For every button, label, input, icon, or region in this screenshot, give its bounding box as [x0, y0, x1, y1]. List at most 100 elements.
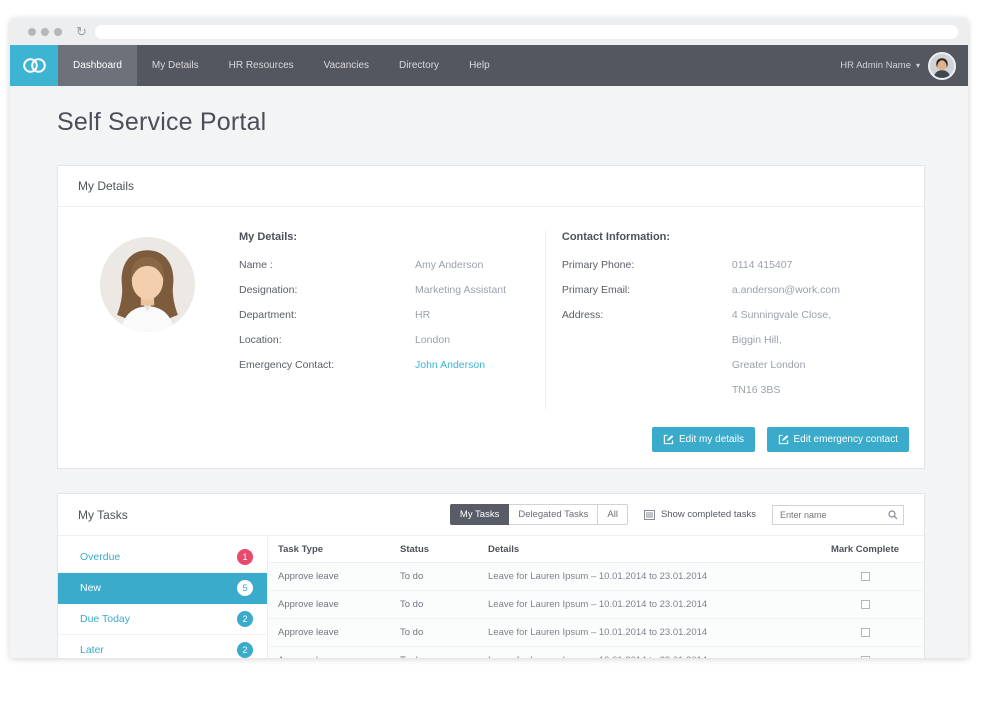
- nav-item-help[interactable]: Help: [469, 60, 490, 71]
- page-title: Self Service Portal: [57, 108, 267, 136]
- my-tasks-card-title: My Tasks: [78, 507, 128, 522]
- mark-complete-checkbox[interactable]: [860, 600, 870, 609]
- cell-task-type: Approve leave: [278, 571, 339, 582]
- my-details-card-header: My Details: [58, 166, 924, 207]
- sidebar-item-overdue[interactable]: Overdue 1: [58, 542, 267, 573]
- sidebar-item-new[interactable]: New 5: [58, 573, 267, 604]
- field-row-address: Address: 4 Sunningvale Close,: [562, 309, 904, 321]
- my-details-card-title: My Details: [78, 179, 135, 193]
- url-bar[interactable]: [94, 24, 958, 39]
- top-navigation: Dashboard My Details HR Resources Vacanc…: [10, 45, 968, 86]
- field-label: Emergency Contact:: [239, 359, 335, 371]
- address-line: TN16 3BS: [562, 384, 904, 396]
- field-row-department: Department: HR: [239, 309, 545, 321]
- user-avatar[interactable]: [928, 51, 956, 80]
- search-input[interactable]: [772, 504, 904, 525]
- count-badge: 2: [237, 611, 253, 627]
- edit-my-details-label: Edit my details: [679, 434, 745, 445]
- nav-item-my-details[interactable]: My Details: [151, 60, 199, 71]
- field-label: Primary Phone:: [561, 259, 635, 271]
- field-row-designation: Designation: Marketing Assistant: [239, 284, 545, 296]
- reload-icon[interactable]: ↻: [76, 24, 87, 39]
- details-actions: Edit my details Edit emergency contact: [58, 419, 924, 468]
- sidebar-item-later[interactable]: Later 2: [58, 635, 267, 658]
- details-columns: My Details: Name : Amy Anderson Designat…: [239, 231, 904, 409]
- cell-task-type: Approve leave: [268, 655, 400, 658]
- nav-item-directory[interactable]: Directory: [399, 60, 440, 71]
- count-badge: 2: [237, 642, 253, 658]
- emergency-contact-link[interactable]: John Anderson: [415, 359, 486, 371]
- cell-details: Leave for Lauren Ipsum – 10.01.2014 to 2…: [488, 627, 708, 638]
- sidebar-item-label: Due Today: [80, 613, 131, 625]
- show-completed-toggle[interactable]: Show completed tasks: [643, 509, 756, 520]
- field-value: Amy Anderson: [415, 259, 484, 271]
- user-name: HR Admin Name: [840, 60, 911, 71]
- browser-chrome: ↻: [10, 18, 968, 45]
- sidebar-item-label: New: [80, 582, 102, 594]
- column-header-task-type: Task Type: [278, 543, 324, 555]
- show-completed-label: Show completed tasks: [660, 509, 756, 520]
- field-value: 4 Sunningvale Close,: [731, 309, 832, 321]
- cell-status: To do: [400, 627, 424, 638]
- field-row-primary-email: Primary Email: a.anderson@work.com: [562, 284, 904, 296]
- nav-item-dashboard[interactable]: Dashboard: [58, 45, 137, 86]
- count-badge: 1: [237, 549, 253, 565]
- male-avatar-image: [930, 53, 954, 78]
- sidebar-item-label: Overdue: [80, 551, 121, 563]
- window-control-dot[interactable]: [54, 27, 62, 36]
- field-row-location: Location: London: [239, 334, 545, 346]
- my-details-card: My Details: [57, 165, 925, 469]
- column-header-status: Status: [400, 543, 430, 555]
- cell-status: To do: [400, 571, 424, 582]
- column-header-mark-complete: Mark Complete: [830, 543, 900, 555]
- user-menu[interactable]: HR Admin Name ▾: [840, 45, 968, 86]
- sidebar-item-due-today[interactable]: Due Today 2: [58, 604, 267, 635]
- my-tasks-card-header: My Tasks My Tasks Delegated Tasks All: [58, 494, 924, 536]
- profile-details-column: My Details: Name : Amy Anderson Designat…: [239, 231, 545, 409]
- cell-task-type: Approve leave: [278, 627, 339, 638]
- table-row: Approve leave To do Leave for Lauren Ips…: [268, 619, 924, 647]
- address-line: Biggin Hill,: [562, 334, 904, 346]
- field-value: Greater London: [731, 359, 806, 371]
- female-profile-image: [100, 237, 195, 332]
- page-content: Self Service Portal My Details: [10, 86, 968, 658]
- edit-icon: [778, 434, 788, 445]
- address-line: Greater London: [562, 359, 904, 371]
- edit-icon: [663, 434, 674, 445]
- tasks-table: Task Type Status Details Mark Complete A…: [268, 536, 924, 658]
- table-row: Approve leave To do Leave for Lauren Ips…: [268, 563, 924, 591]
- field-value: TN16 3BS: [731, 384, 781, 396]
- tab-all[interactable]: All: [598, 504, 628, 525]
- field-value: a.anderson@work.com: [731, 284, 841, 296]
- field-label: Department:: [239, 309, 297, 321]
- field-row-name: Name : Amy Anderson: [239, 259, 545, 271]
- tab-my-tasks[interactable]: My Tasks: [449, 504, 510, 525]
- tab-delegated-tasks[interactable]: Delegated Tasks: [509, 504, 599, 525]
- app-logo[interactable]: [10, 45, 58, 86]
- nav-item-vacancies[interactable]: Vacancies: [323, 60, 370, 71]
- tasks-controls: My Tasks Delegated Tasks All Show comple…: [449, 504, 904, 525]
- mark-complete-checkbox[interactable]: [860, 628, 870, 637]
- window-control-dot[interactable]: [28, 27, 36, 36]
- profile-details-heading: My Details:: [239, 231, 298, 243]
- nav-item-hr-resources[interactable]: HR Resources: [228, 60, 294, 71]
- edit-my-details-button[interactable]: Edit my details: [652, 427, 756, 452]
- checklist-icon: [643, 509, 655, 520]
- table-row: Approve leave To do Leave for Lauren Ips…: [268, 647, 924, 658]
- contact-info-heading: Contact Information:: [561, 231, 671, 243]
- mark-complete-checkbox[interactable]: [860, 572, 870, 581]
- column-header-details: Details: [488, 543, 520, 555]
- cell-details: Leave for Lauren Ipsum – 10.01.2014 to 2…: [488, 571, 708, 582]
- cell-status: To do: [400, 599, 424, 610]
- edit-emergency-contact-button[interactable]: Edit emergency contact: [766, 427, 909, 452]
- my-details-body: My Details: Name : Amy Anderson Designat…: [58, 207, 924, 419]
- count-badge: 5: [237, 580, 253, 596]
- browser-window: ↻ Dashboard My Details HR Resources Vaca…: [10, 18, 968, 658]
- mark-complete-checkbox[interactable]: [860, 656, 870, 658]
- sidebar-item-label: Later: [80, 644, 104, 656]
- chevron-down-icon: ▾: [915, 61, 920, 70]
- field-label: Address:: [561, 309, 604, 321]
- cell-details: Leave for Lauren Ipsum – 10.01.2014 to 2…: [488, 655, 806, 658]
- cell-task-type: Approve leave: [278, 599, 339, 610]
- window-control-dot[interactable]: [41, 27, 49, 36]
